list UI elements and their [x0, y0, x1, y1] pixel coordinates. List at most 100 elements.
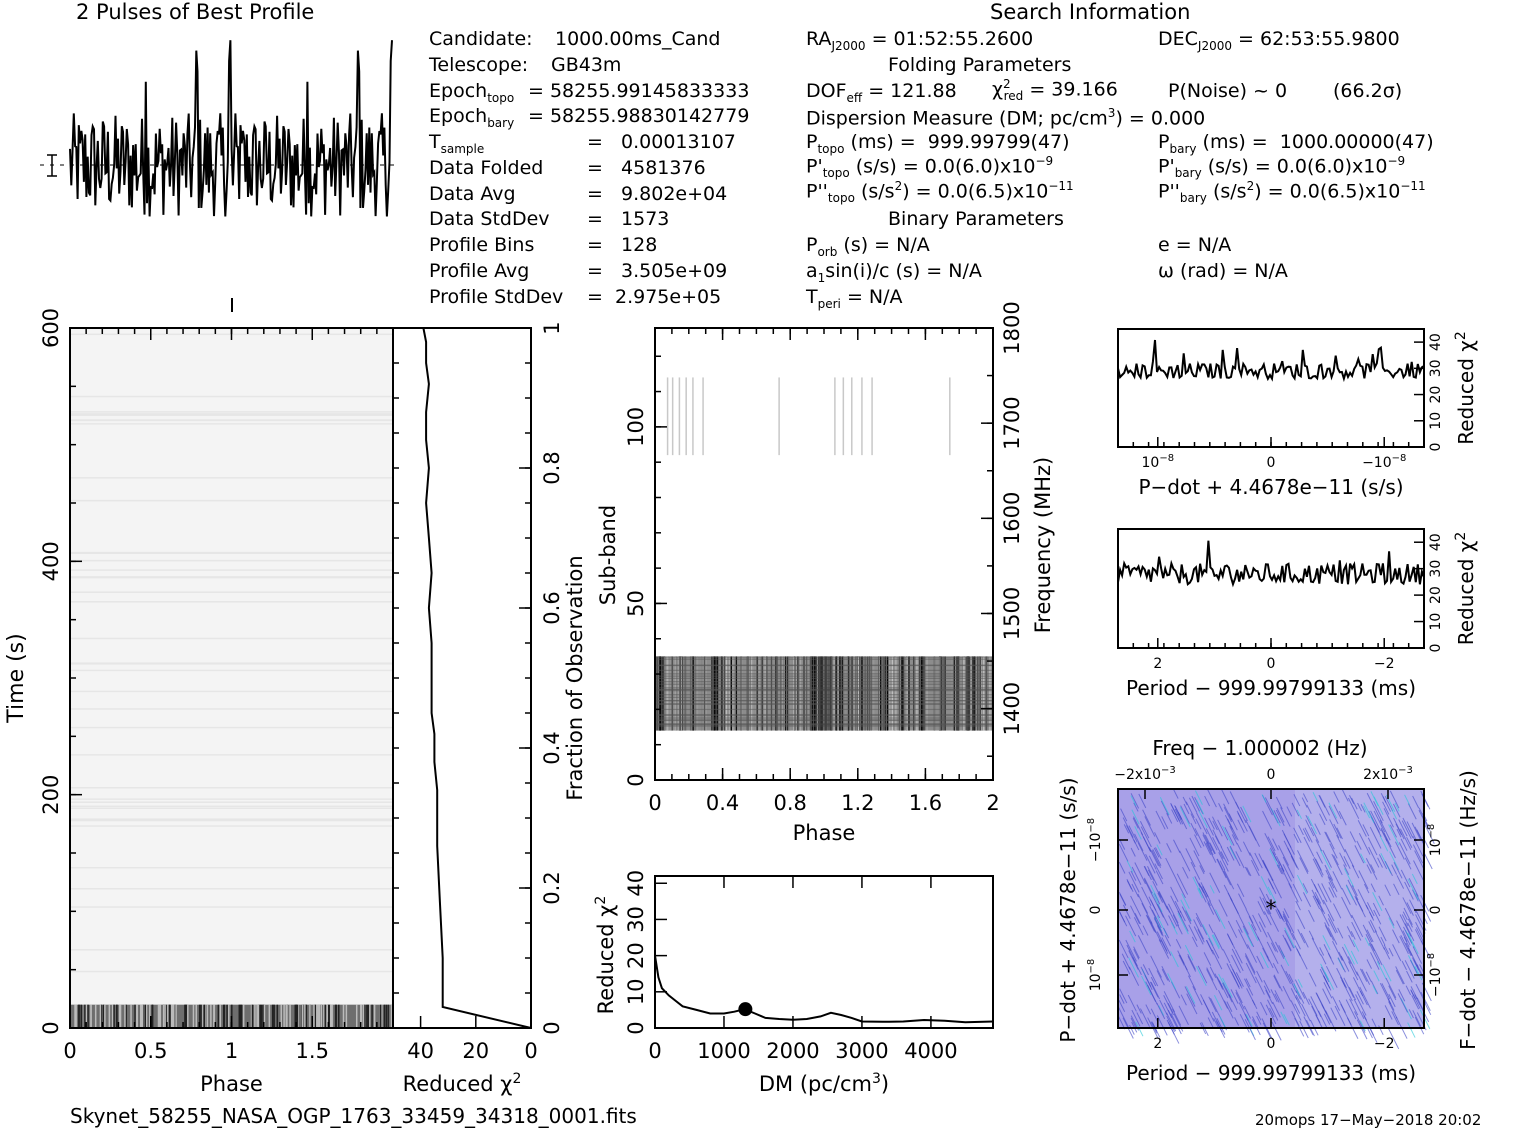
ppdot-streak [1299, 1020, 1309, 1039]
time-phase-stripe [206, 1004, 209, 1028]
time-phase-row [70, 754, 393, 756]
ppdot-streak [1271, 878, 1282, 899]
ppdot-streak [1411, 822, 1422, 841]
e-text: e = N/A [1158, 234, 1232, 256]
ppdot-streak [1185, 848, 1196, 868]
ppdot-streak [1209, 966, 1217, 978]
ppdot-streak [1153, 918, 1164, 937]
ppdot-streak [1122, 817, 1134, 838]
ppdot-streak [1195, 912, 1208, 935]
subband-faint-line [861, 377, 863, 456]
ppdot-streak [1177, 910, 1189, 932]
ppdot-streak [1284, 929, 1295, 949]
ppdot-streak [1286, 806, 1293, 817]
ppdot-streak [1230, 989, 1239, 1004]
ppdot-streak [1374, 930, 1385, 950]
subband-stripe [958, 656, 961, 731]
period-chi2-line [1117, 540, 1425, 588]
time-phase-stripe [172, 1004, 174, 1028]
ppdot-streak [1411, 873, 1418, 885]
ppdot-streak [1218, 989, 1229, 1009]
ppdot-streak [1404, 857, 1412, 870]
ppdot-streak [1142, 809, 1151, 826]
subband-stripe [659, 656, 661, 731]
subband-stripe [966, 656, 968, 731]
ppdot-streak [1186, 993, 1198, 1015]
subband-stripe [705, 656, 707, 731]
ppdot-streak [1118, 939, 1129, 959]
ppdot-streak [1343, 864, 1350, 875]
subband-stripe [815, 656, 817, 731]
ppdot-streak [1170, 951, 1179, 968]
ppdot-streak [1281, 829, 1292, 848]
ppdot-streak [1383, 944, 1390, 954]
subband-stripe [944, 656, 946, 731]
time-phase-stripe [164, 1004, 166, 1028]
ppdot-streak [1295, 900, 1301, 911]
ppdot-streak [1180, 994, 1187, 1006]
subband-faint-line [949, 377, 951, 456]
time-phase-stripe [228, 1004, 230, 1028]
ppdot-streak [1280, 964, 1291, 985]
ppdot-streak [1392, 929, 1400, 944]
ppdot-streak [1234, 1017, 1240, 1026]
subband-faint-line [702, 377, 704, 456]
time-phase-stripe [135, 1004, 137, 1028]
ppdot-streak [1246, 988, 1256, 1006]
ppdot-streak [1269, 1007, 1275, 1018]
ppdot-streak [1337, 957, 1346, 973]
ppdot-streak [1223, 803, 1233, 821]
subband-stripe [989, 656, 991, 731]
cand-info-value: 1000.00ms_Cand [555, 28, 721, 50]
time-phase-stripe [134, 1004, 136, 1028]
time-phase-stripe [276, 1004, 279, 1028]
ppdot-streak [1312, 895, 1321, 910]
subband-stripe [728, 656, 731, 731]
ppdot-streak [1401, 960, 1407, 971]
subband-stripe [723, 656, 726, 731]
subband-stripe [893, 656, 896, 731]
ppdot-streak [1306, 804, 1312, 814]
timestamp: 20mops 17−May−2018 20:02 [1255, 1111, 1482, 1129]
ppdot-streak [1126, 860, 1134, 873]
ppdot-streak [1229, 846, 1237, 860]
ppdot-streak [1209, 900, 1221, 922]
ppdot-streak [1271, 1021, 1282, 1041]
ppdot-streak [1370, 883, 1376, 893]
time-chi2-xtick-label: 20 [462, 1039, 489, 1063]
time-phase-background [70, 328, 393, 1028]
time-phase-stripe [364, 1004, 366, 1028]
ppdot-streak [1141, 902, 1153, 924]
ppdot-streak [1282, 985, 1292, 1002]
ppdot-streak [1312, 858, 1323, 878]
ppdot-streak [1372, 985, 1378, 994]
ppdot-streak [1249, 852, 1260, 871]
time-phase-row [70, 708, 393, 710]
ppdot-streak [1394, 841, 1405, 860]
ppdot-streak [1144, 865, 1152, 881]
subband-stripe [671, 656, 673, 731]
ppdot-streak [1385, 977, 1397, 999]
ppdot-streak [1322, 899, 1335, 922]
ppdot-streak [1167, 1022, 1180, 1044]
subband-stripe [906, 656, 908, 731]
ppdot-streak [1319, 947, 1325, 956]
cand-info-label: Profile Avg [429, 260, 530, 282]
ppdot-streak [1141, 886, 1152, 907]
subband-stripe [951, 656, 953, 731]
ppdot-streak [1231, 954, 1241, 973]
ppdot-streak [1273, 810, 1281, 824]
ppdot-streak [1395, 969, 1404, 985]
ppdot-streak [1245, 978, 1251, 988]
ppdot-streak [1219, 860, 1226, 871]
ppdot-streak [1379, 819, 1391, 841]
ppdot-streak [1324, 972, 1335, 990]
ppdot-streak [1352, 939, 1360, 952]
ppdot-streak [1152, 1022, 1161, 1038]
time-phase-stripe [184, 1004, 186, 1028]
ppdot-streak [1119, 988, 1128, 1004]
ppdot-streak [1406, 902, 1414, 916]
time-phase-stripe [296, 1004, 299, 1028]
ppdot-streak [1298, 825, 1304, 836]
ppdot-streak [1245, 1014, 1253, 1027]
